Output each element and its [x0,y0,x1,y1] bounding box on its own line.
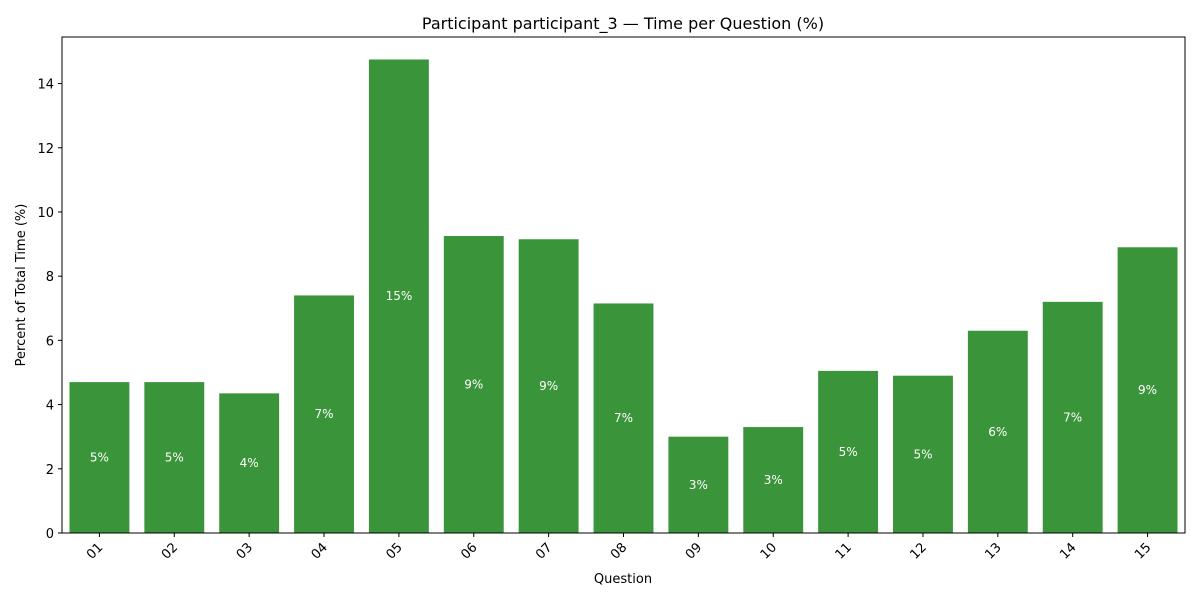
y-tick-label: 12 [37,142,54,157]
bar-15 [1117,247,1178,533]
x-tick-label: 06 [458,540,480,562]
y-tick-label: 6 [46,334,54,349]
x-tick-label: 10 [758,540,780,562]
bar-06 [443,236,504,534]
plot-frame [61,36,1186,534]
y-tick-label: 0 [46,527,54,542]
bar-03 [219,393,280,533]
x-tick-label: 13 [982,540,1004,562]
bar-labels-group: 5% 5% 4% 7% 15% 9% 9% 7% 3% 3% 5% 5% 6% 7% 9% [90,289,1157,492]
bar-data-label-14: 7% [1063,410,1082,424]
x-tick-label: 11 [833,540,855,562]
x-tick-label: 15 [1132,540,1154,562]
bar-09 [668,436,729,533]
bar-data-label-09: 3% [689,478,708,492]
x-tick-label: 07 [533,540,555,562]
bar-04 [294,295,354,533]
bar-07 [518,239,579,533]
x-axis: 01 02 03 04 05 06 07 08 09 10 11 12 13 14 15 [84,533,1154,563]
bar-11 [818,370,879,533]
y-tick-label: 4 [46,399,54,414]
bar-14 [1042,301,1103,533]
x-tick-label: 04 [309,540,331,562]
y-tick-label: 2 [46,463,54,478]
x-tick-label: 14 [1057,540,1079,562]
y-axis-label: Percent of Total Time (%) [14,204,29,367]
bars-group [69,59,1178,534]
x-tick-label: 05 [383,540,405,562]
x-tick-label: 01 [84,540,106,562]
bar-data-label-06: 9% [464,378,483,392]
y-axis: 0 2 4 6 8 10 12 14 [37,78,62,542]
bar-data-label-01: 5% [90,451,109,465]
bar-02 [144,382,205,533]
bar-01 [69,382,130,533]
x-tick-label: 08 [608,540,630,562]
x-tick-label: 02 [159,540,181,562]
x-axis-label: Question [594,572,652,587]
y-tick-label: 8 [46,270,54,285]
y-tick-label: 10 [37,206,54,221]
bar-13 [967,330,1028,533]
y-tick-label: 14 [37,78,54,93]
bar-data-label-15: 9% [1138,383,1157,397]
bar-data-label-13: 6% [988,425,1007,439]
bar-08 [593,303,654,533]
bar-10 [743,427,804,533]
x-tick-label: 03 [234,540,256,562]
bar-data-label-12: 5% [913,447,932,461]
bar-05 [368,59,429,533]
chart-title: Participant participant_3 — Time per Que… [422,14,824,34]
x-tick-label: 12 [907,540,929,562]
bar-data-label-02: 5% [165,451,184,465]
bar-data-label-04: 7% [315,407,334,421]
x-tick-label: 09 [683,540,705,562]
bar-data-label-07: 9% [539,379,558,393]
bar-data-label-11: 5% [839,445,858,459]
bar-data-label-10: 3% [764,473,783,487]
bar-data-label-08: 7% [614,411,633,425]
bar-12 [893,375,953,533]
bar-data-label-05: 15% [386,289,413,303]
bar-data-label-03: 4% [240,456,259,470]
